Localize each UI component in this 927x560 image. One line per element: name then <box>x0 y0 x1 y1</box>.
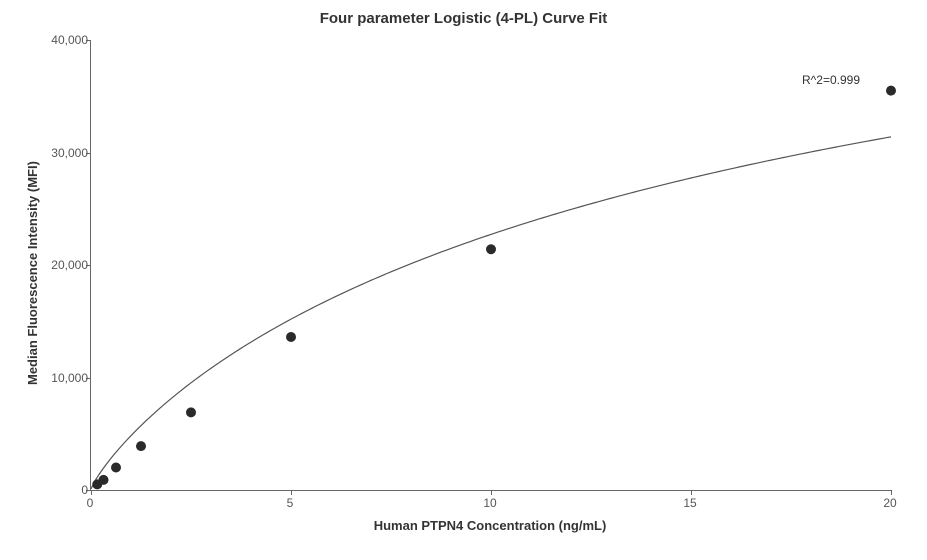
data-point <box>186 407 196 417</box>
y-tick-label: 30,000 <box>0 146 94 160</box>
y-axis-label: Median Fluorescence Intensity (MFI) <box>25 161 40 385</box>
r-squared-annotation: R^2=0.999 <box>802 73 860 87</box>
svg-layer <box>91 40 891 490</box>
chart-title: Four parameter Logistic (4-PL) Curve Fit <box>0 10 927 27</box>
y-tick-label: 20,000 <box>0 258 94 272</box>
x-tick-label: 10 <box>483 490 496 510</box>
chart-container: Four parameter Logistic (4-PL) Curve Fit… <box>0 0 927 560</box>
data-point <box>286 332 296 342</box>
y-tick-label: 0 <box>0 483 94 497</box>
y-tick-label: 40,000 <box>0 33 94 47</box>
x-tick-label: 15 <box>683 490 696 510</box>
data-point <box>486 244 496 254</box>
x-tick-label: 5 <box>287 490 294 510</box>
data-point <box>886 86 896 96</box>
x-tick-label: 0 <box>87 490 94 510</box>
data-point <box>136 441 146 451</box>
x-tick-label: 20 <box>883 490 896 510</box>
fit-curve <box>91 137 891 489</box>
data-point <box>111 463 121 473</box>
plot-area <box>90 40 891 491</box>
data-point <box>99 475 109 485</box>
y-tick-label: 10,000 <box>0 371 94 385</box>
x-axis-label: Human PTPN4 Concentration (ng/mL) <box>90 518 890 533</box>
